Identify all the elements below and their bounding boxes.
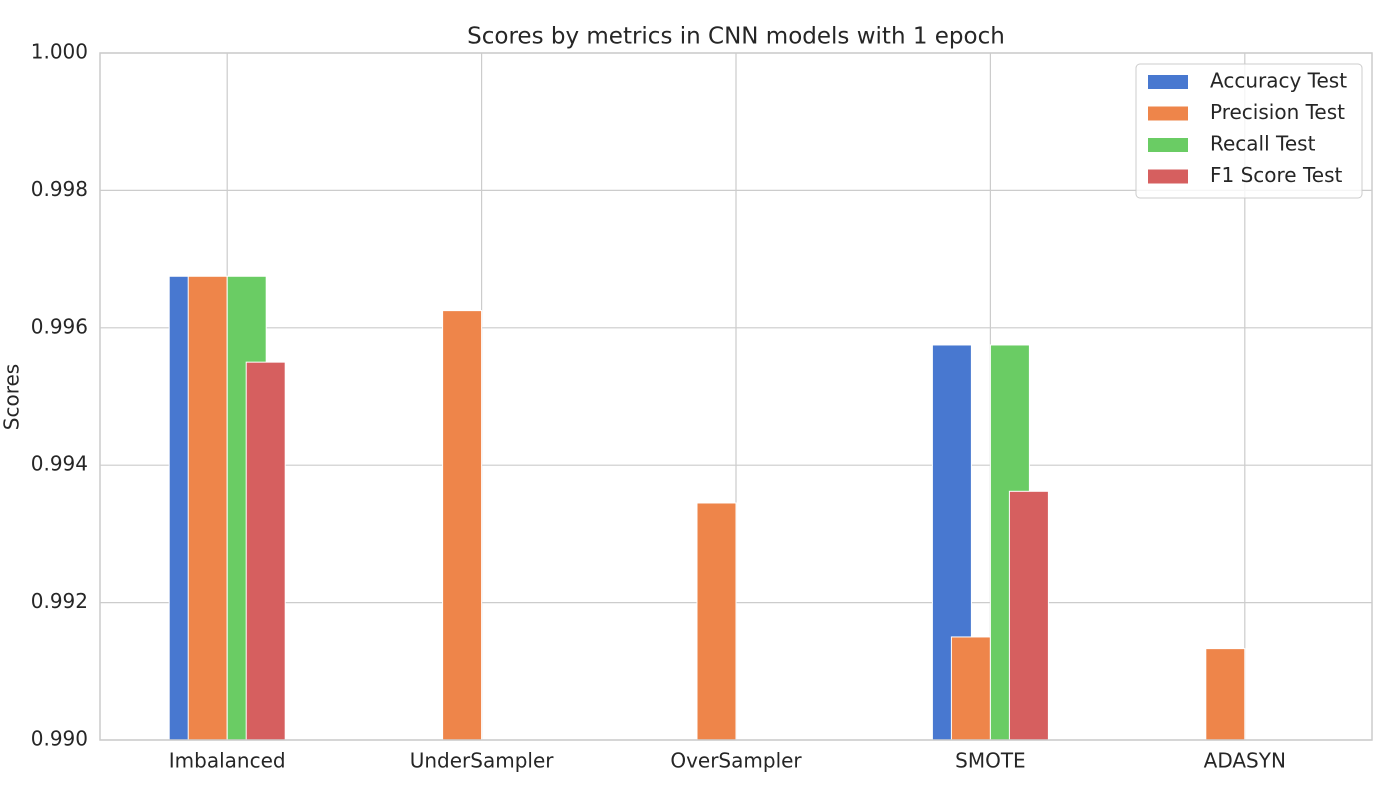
legend-swatch — [1148, 138, 1188, 152]
legend-swatch — [1148, 75, 1188, 89]
bar — [1205, 648, 1246, 741]
y-tick-label: 1.000 — [31, 40, 88, 64]
y-tick-label: 0.994 — [31, 452, 88, 476]
x-tick-label: SMOTE — [955, 749, 1026, 773]
x-tick-label: UnderSampler — [410, 749, 555, 773]
x-tick-label: ADASYN — [1204, 749, 1286, 773]
x-tick-label: Imbalanced — [169, 749, 286, 773]
legend-label: F1 Score Test — [1210, 163, 1343, 187]
legend-label: Recall Test — [1210, 132, 1316, 156]
bar — [245, 361, 286, 741]
bar — [442, 310, 483, 741]
legend-swatch — [1148, 169, 1188, 184]
y-tick-label: 0.998 — [31, 177, 88, 201]
chart-title: Scores by metrics in CNN models with 1 e… — [467, 24, 1005, 50]
bar — [950, 636, 991, 741]
legend-swatch — [1148, 106, 1188, 121]
legend-label: Accuracy Test — [1210, 69, 1347, 93]
bar — [1008, 490, 1049, 741]
x-tick-label: OverSampler — [670, 749, 802, 773]
bar — [187, 275, 228, 741]
plot-frame — [99, 52, 1373, 741]
y-tick-label: 0.996 — [31, 314, 88, 338]
bar — [696, 502, 737, 741]
legend-label: Precision Test — [1210, 100, 1345, 124]
y-axis-label: Scores — [0, 364, 24, 430]
legend-box — [1135, 63, 1363, 199]
y-tick-label: 0.992 — [31, 589, 88, 613]
y-tick-label: 0.990 — [31, 727, 88, 751]
